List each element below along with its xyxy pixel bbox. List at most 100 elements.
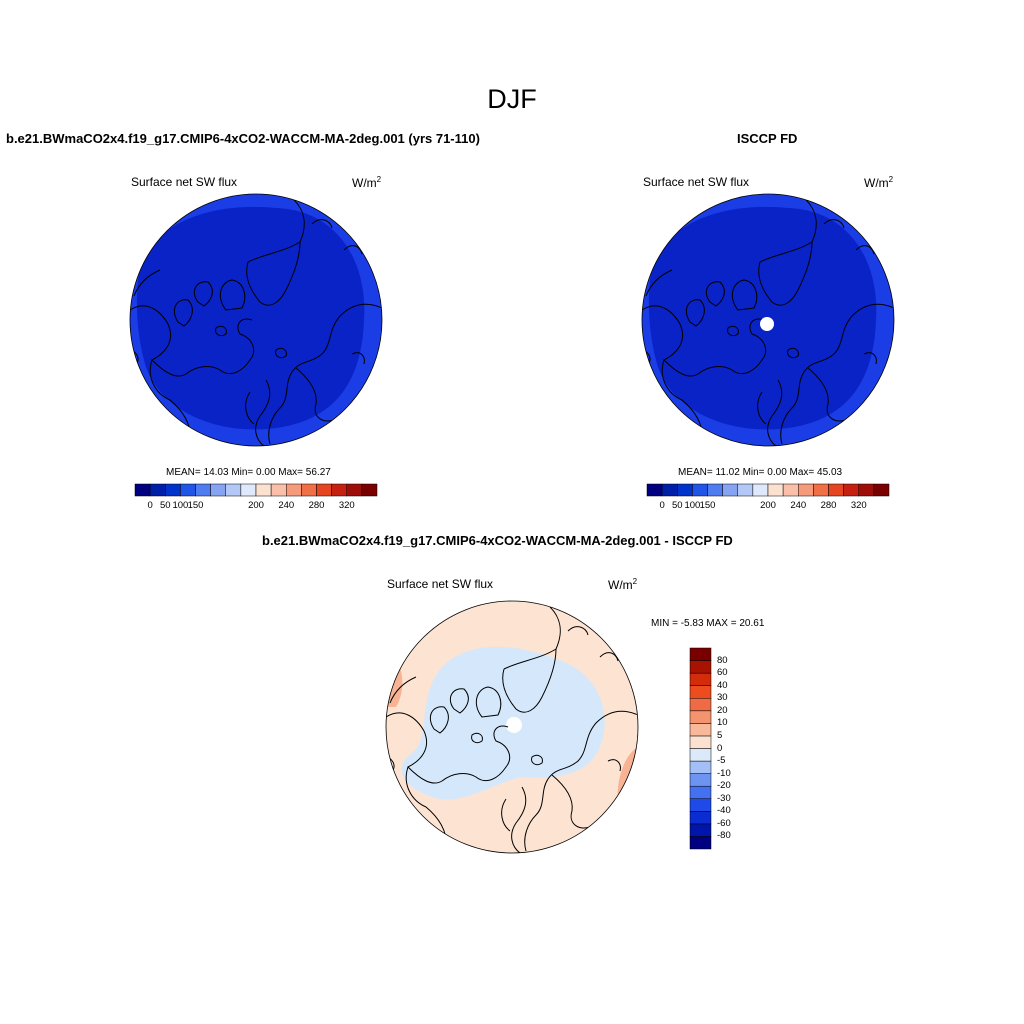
missing-data-pole xyxy=(760,317,774,331)
colorbar-swatch xyxy=(689,698,712,712)
panel1-title: b.e21.BWmaCO2x4.f19_g17.CMIP6-4xCO2-WACC… xyxy=(6,131,480,146)
diff-map xyxy=(385,600,639,854)
colorbar-tick-label: 320 xyxy=(850,500,867,511)
colorbar-swatch xyxy=(149,483,166,497)
panel1-variable-label: Surface net SW flux xyxy=(131,175,238,189)
colorbar-tick-label: 60 xyxy=(717,667,728,679)
colorbar-swatch xyxy=(689,735,712,749)
colorbar-swatch xyxy=(873,483,890,497)
colorbar-swatch xyxy=(689,672,712,686)
colorbar-swatch xyxy=(286,483,302,497)
colorbar-swatch xyxy=(737,483,754,497)
panel1-map xyxy=(129,193,383,447)
diff-variable-label: Surface net SW flux xyxy=(387,577,494,591)
panel1-stats: MEAN= 14.03 Min= 0.00 Max= 56.27 xyxy=(166,467,331,478)
colorbar-swatch xyxy=(225,483,242,497)
colorbar-swatch xyxy=(689,748,712,762)
flux-field-inner xyxy=(648,206,877,430)
colorbar-swatch xyxy=(689,785,712,799)
missing-data-pole xyxy=(506,717,522,733)
colorbar-tick-label: -40 xyxy=(717,805,731,817)
panel2-title: ISCCP FD xyxy=(737,131,798,146)
flux-field-inner xyxy=(136,206,365,430)
panel2-variable-label: Surface net SW flux xyxy=(643,175,750,189)
colorbar-swatch xyxy=(798,483,814,497)
colorbar-swatch xyxy=(316,483,332,497)
colorbar-swatch xyxy=(240,483,257,497)
colorbar-tick-label: -20 xyxy=(717,780,731,792)
colorbar-swatch xyxy=(134,483,151,497)
colorbar-swatch xyxy=(767,483,784,497)
colorbar-swatch xyxy=(689,823,712,837)
map-border xyxy=(129,193,383,447)
colorbar-tick-label: 0 xyxy=(659,500,665,511)
colorbar-swatch xyxy=(689,811,712,825)
colorbar-tick-label: 100 xyxy=(172,500,189,511)
map-border xyxy=(385,600,639,854)
colorbar-swatch xyxy=(646,483,663,497)
colorbar-tick-label: 150 xyxy=(187,500,204,511)
colorbar-tick-label: 240 xyxy=(278,500,295,511)
panel2-map xyxy=(641,193,895,447)
colorbar-swatch xyxy=(782,483,799,497)
colorbar-swatch xyxy=(689,710,712,724)
colorbar-swatch xyxy=(689,723,712,737)
colorbar-swatch xyxy=(689,836,712,850)
colorbar-tick-label: 10 xyxy=(717,717,728,729)
colorbar-tick-label: 30 xyxy=(717,692,728,704)
colorbar-swatch xyxy=(828,483,844,497)
diff-units-label: W/m2 xyxy=(608,577,638,592)
colorbar-swatch xyxy=(180,483,196,497)
colorbar-tick-label: 0 xyxy=(147,500,153,511)
colorbar-swatch xyxy=(689,773,712,787)
colorbar-tick-label: 40 xyxy=(717,679,728,691)
colorbar-tick-label: 200 xyxy=(760,500,776,511)
main-title: DJF xyxy=(487,84,537,114)
diff-title: b.e21.BWmaCO2x4.f19_g17.CMIP6-4xCO2-WACC… xyxy=(262,533,733,548)
colorbar-tick-label: -5 xyxy=(717,755,726,767)
colorbar-swatch xyxy=(270,483,287,497)
colorbar-swatch xyxy=(689,685,712,699)
colorbar-swatch xyxy=(722,483,738,497)
colorbar-tick-label: 80 xyxy=(717,654,728,666)
colorbar-tick-label: 280 xyxy=(820,500,837,511)
diff-ice-region xyxy=(401,646,605,800)
colorbar-swatch xyxy=(689,760,712,774)
colorbar-tick-label: 20 xyxy=(717,704,728,716)
colorbar-swatch xyxy=(813,483,829,497)
colorbar-swatch xyxy=(301,483,317,497)
colorbar-tick-label: -80 xyxy=(717,830,731,842)
colorbar-tick-label: 150 xyxy=(699,500,716,511)
colorbar-swatch xyxy=(361,483,378,497)
colorbar-swatch xyxy=(689,647,712,661)
colorbar-swatch xyxy=(692,483,708,497)
colorbar-swatch xyxy=(195,483,211,497)
colorbar-swatch xyxy=(661,483,678,497)
colorbar-swatch xyxy=(707,483,723,497)
colorbar-swatch xyxy=(346,483,363,497)
colorbar-tick-label: 320 xyxy=(338,500,355,511)
panel2-colorbar xyxy=(646,483,890,497)
panel1-units-label: W/m2 xyxy=(352,175,382,190)
colorbar-tick-label: -30 xyxy=(717,792,731,804)
colorbar-tick-label: 0 xyxy=(717,742,723,754)
colorbar-tick-label: 5 xyxy=(717,729,723,741)
colorbar-swatch xyxy=(331,483,347,497)
colorbar-swatch xyxy=(689,798,712,812)
colorbar-tick-label: 280 xyxy=(308,500,325,511)
colorbar-tick-label: -60 xyxy=(717,817,731,829)
colorbar-swatch xyxy=(165,483,181,497)
colorbar-swatch xyxy=(677,483,693,497)
colorbar-tick-label: 240 xyxy=(790,500,807,511)
colorbar-tick-label: -10 xyxy=(717,767,731,779)
colorbar-tick-label: 200 xyxy=(248,500,264,511)
colorbar-swatch xyxy=(210,483,226,497)
colorbar-swatch xyxy=(843,483,859,497)
diff-colorbar xyxy=(689,647,712,850)
colorbar-tick-label: 50 xyxy=(159,500,171,511)
panel2-units-label: W/m2 xyxy=(864,175,894,190)
colorbar-swatch xyxy=(689,660,712,674)
map-border xyxy=(641,193,895,447)
panel2-stats: MEAN= 11.02 Min= 0.00 Max= 45.03 xyxy=(678,467,843,478)
